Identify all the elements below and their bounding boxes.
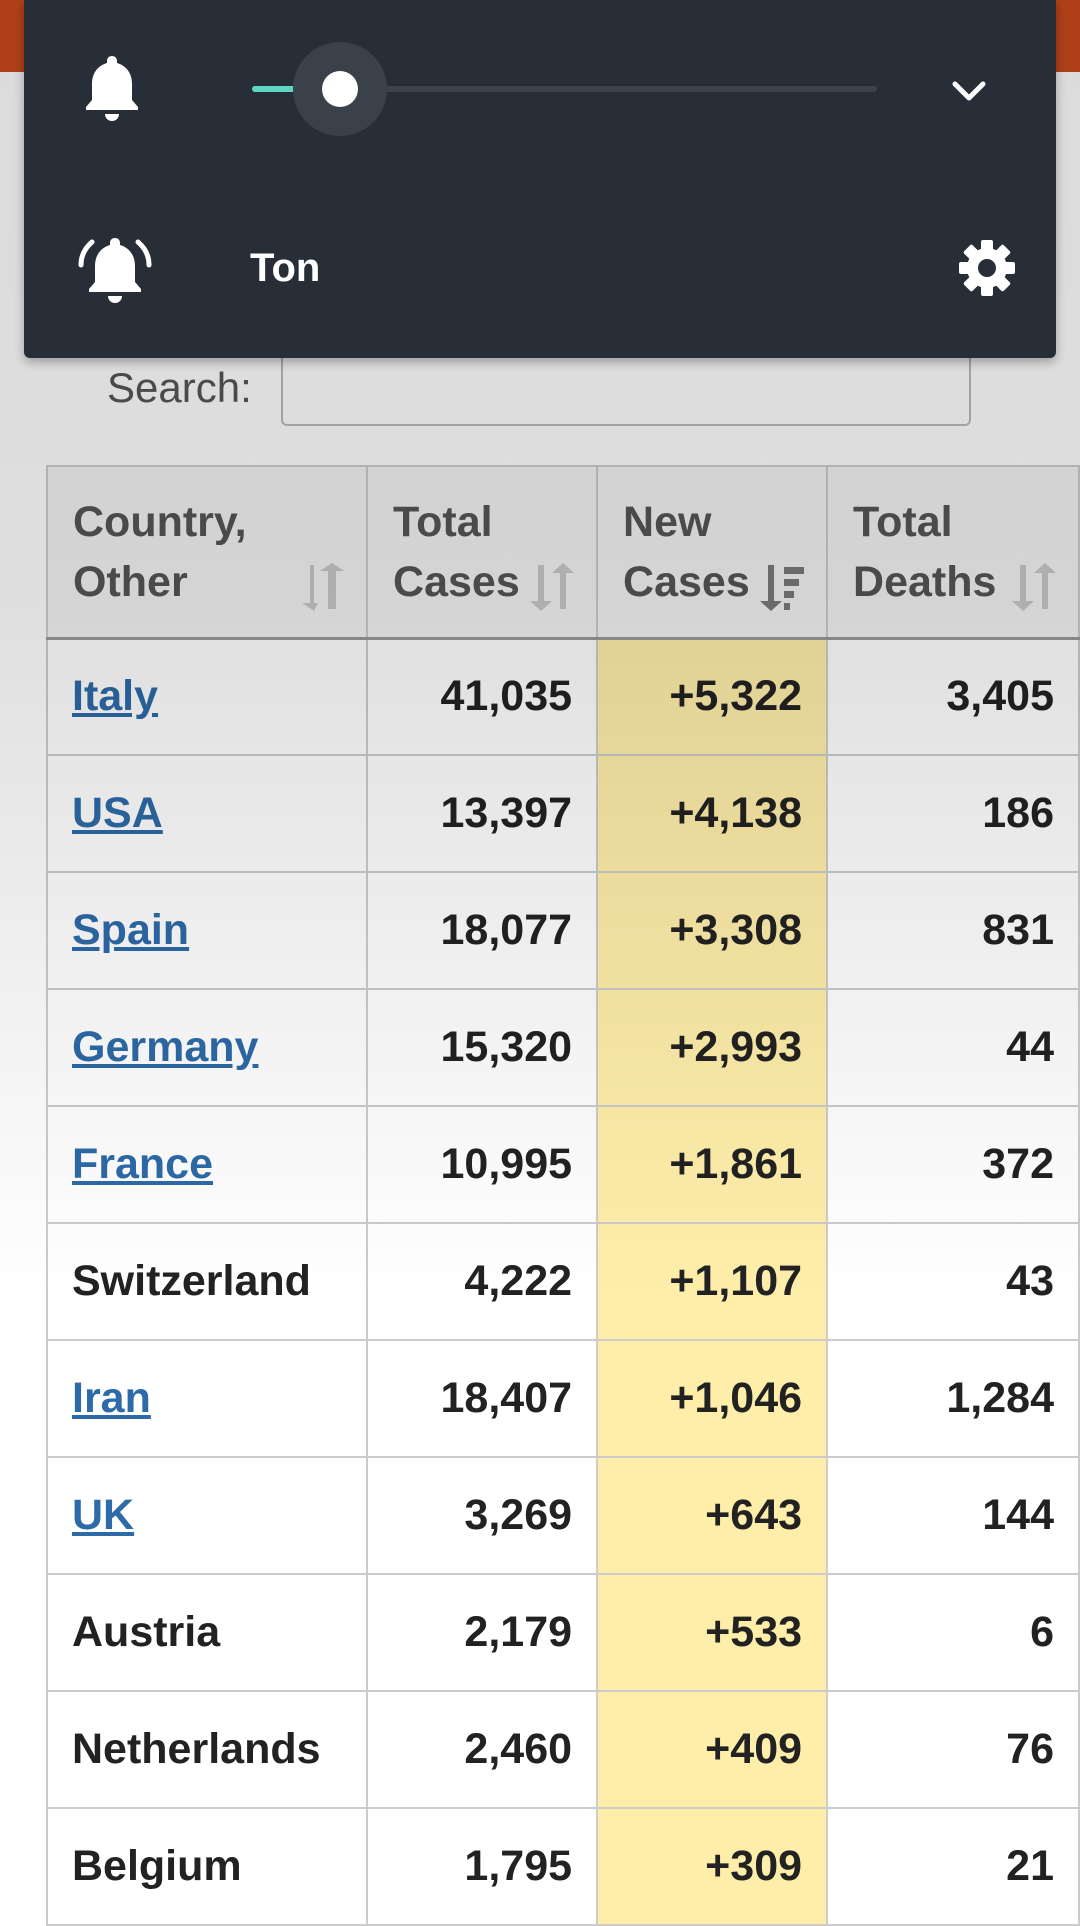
country-link[interactable]: Germany bbox=[72, 1023, 259, 1071]
total-cases-cell: 15,320 bbox=[366, 988, 599, 1107]
table-row: USA 13,397 +4,138 186 bbox=[45, 754, 1080, 873]
gear-icon[interactable] bbox=[957, 238, 1017, 298]
new-cases-cell: +5,322 bbox=[596, 637, 829, 756]
col-header-label-line1: New bbox=[623, 497, 712, 546]
total-cases-cell: 3,269 bbox=[366, 1456, 599, 1575]
new-cases-cell: +533 bbox=[596, 1573, 829, 1692]
country-cell[interactable]: France bbox=[45, 1105, 369, 1224]
chevron-down-icon[interactable] bbox=[944, 66, 994, 116]
total-cases-cell: 10,995 bbox=[366, 1105, 599, 1224]
table-row: Italy 41,035 +5,322 3,405 bbox=[45, 637, 1080, 756]
country-cell: Austria bbox=[45, 1573, 369, 1692]
total-deaths-cell: 186 bbox=[826, 754, 1080, 873]
col-header-label-line1: Total bbox=[393, 497, 493, 546]
total-deaths-cell: 3,405 bbox=[826, 637, 1080, 756]
search-row: Search: bbox=[0, 350, 1080, 440]
col-header-label-line2: Deaths bbox=[853, 557, 997, 606]
total-deaths-cell: 372 bbox=[826, 1105, 1080, 1224]
total-deaths-cell: 831 bbox=[826, 871, 1080, 990]
total-deaths-cell: 44 bbox=[826, 988, 1080, 1107]
total-cases-cell: 1,795 bbox=[366, 1807, 599, 1926]
total-deaths-cell: 21 bbox=[826, 1807, 1080, 1926]
volume-slider-track[interactable] bbox=[252, 86, 877, 92]
country-cell[interactable]: UK bbox=[45, 1456, 369, 1575]
total-deaths-cell: 1,284 bbox=[826, 1339, 1080, 1458]
country-link[interactable]: UK bbox=[72, 1491, 135, 1539]
new-cases-cell: +1,107 bbox=[596, 1222, 829, 1341]
country-link[interactable]: USA bbox=[72, 789, 163, 837]
total-deaths-cell: 76 bbox=[826, 1690, 1080, 1809]
new-cases-cell: +309 bbox=[596, 1807, 829, 1926]
country-cell[interactable]: Germany bbox=[45, 988, 369, 1107]
total-cases-cell: 2,179 bbox=[366, 1573, 599, 1692]
table-header-row: Country, Other Total Cases New Cases bbox=[45, 465, 1080, 640]
new-cases-cell: +4,138 bbox=[596, 754, 829, 873]
country-link[interactable]: Iran bbox=[72, 1374, 151, 1422]
new-cases-cell: +643 bbox=[596, 1456, 829, 1575]
country-link[interactable]: Spain bbox=[72, 906, 190, 954]
country-cell[interactable]: Iran bbox=[45, 1339, 369, 1458]
bell-ringing-icon[interactable] bbox=[78, 232, 152, 309]
table-row: Netherlands 2,460 +409 76 bbox=[45, 1690, 1080, 1809]
total-cases-cell: 41,035 bbox=[366, 637, 599, 756]
col-header-label-line2: Cases bbox=[393, 557, 520, 606]
ringer-mode-label: Ton bbox=[250, 246, 321, 290]
total-cases-cell: 13,397 bbox=[366, 754, 599, 873]
sort-both-icon bbox=[530, 563, 575, 611]
total-cases-cell: 18,077 bbox=[366, 871, 599, 990]
country-cell: Belgium bbox=[45, 1807, 369, 1926]
col-header-label-line1: Country, bbox=[73, 497, 247, 546]
volume-panel: Ton bbox=[24, 0, 1056, 358]
search-label: Search: bbox=[107, 364, 252, 411]
sort-both-icon bbox=[300, 563, 345, 611]
new-cases-cell: +409 bbox=[596, 1690, 829, 1809]
new-cases-cell: +1,861 bbox=[596, 1105, 829, 1224]
table-row: Iran 18,407 +1,046 1,284 bbox=[45, 1339, 1080, 1458]
col-header-label-line2: Other bbox=[73, 557, 188, 606]
table-row: Germany 15,320 +2,993 44 bbox=[45, 988, 1080, 1107]
table-row: Switzerland 4,222 +1,107 43 bbox=[45, 1222, 1080, 1341]
new-cases-cell: +1,046 bbox=[596, 1339, 829, 1458]
col-header-total-deaths[interactable]: Total Deaths bbox=[826, 465, 1080, 640]
col-header-label-line1: Total bbox=[853, 497, 953, 546]
total-cases-cell: 18,407 bbox=[366, 1339, 599, 1458]
new-cases-cell: +3,308 bbox=[596, 871, 829, 990]
sort-descending-icon bbox=[760, 563, 805, 611]
table-row: UK 3,269 +643 144 bbox=[45, 1456, 1080, 1575]
table-row: Spain 18,077 +3,308 831 bbox=[45, 871, 1080, 990]
total-deaths-cell: 144 bbox=[826, 1456, 1080, 1575]
total-deaths-cell: 43 bbox=[826, 1222, 1080, 1341]
country-cell: Netherlands bbox=[45, 1690, 369, 1809]
col-header-total-cases[interactable]: Total Cases bbox=[366, 465, 599, 640]
country-link[interactable]: Italy bbox=[72, 672, 159, 721]
total-cases-cell: 2,460 bbox=[366, 1690, 599, 1809]
country-link[interactable]: France bbox=[72, 1140, 214, 1188]
country-cell[interactable]: USA bbox=[45, 754, 369, 873]
total-deaths-cell: 6 bbox=[826, 1573, 1080, 1692]
col-header-country[interactable]: Country, Other bbox=[45, 465, 369, 640]
table-row: Austria 2,179 +533 6 bbox=[45, 1573, 1080, 1692]
table-row: France 10,995 +1,861 372 bbox=[45, 1105, 1080, 1224]
country-cell[interactable]: Spain bbox=[45, 871, 369, 990]
total-cases-cell: 4,222 bbox=[366, 1222, 599, 1341]
table-row: Belgium 1,795 +309 21 bbox=[45, 1807, 1080, 1926]
bell-icon[interactable] bbox=[82, 52, 142, 127]
cases-table: Country, Other Total Cases New Cases bbox=[45, 465, 1080, 1926]
volume-slider-thumb[interactable] bbox=[321, 71, 358, 107]
col-header-new-cases[interactable]: New Cases bbox=[596, 465, 829, 640]
search-input[interactable] bbox=[281, 350, 971, 426]
country-cell: Switzerland bbox=[45, 1222, 369, 1341]
sort-both-icon bbox=[1012, 563, 1056, 611]
new-cases-cell: +2,993 bbox=[596, 988, 829, 1107]
col-header-label-line2: Cases bbox=[623, 557, 750, 606]
country-cell[interactable]: Italy bbox=[45, 637, 369, 756]
